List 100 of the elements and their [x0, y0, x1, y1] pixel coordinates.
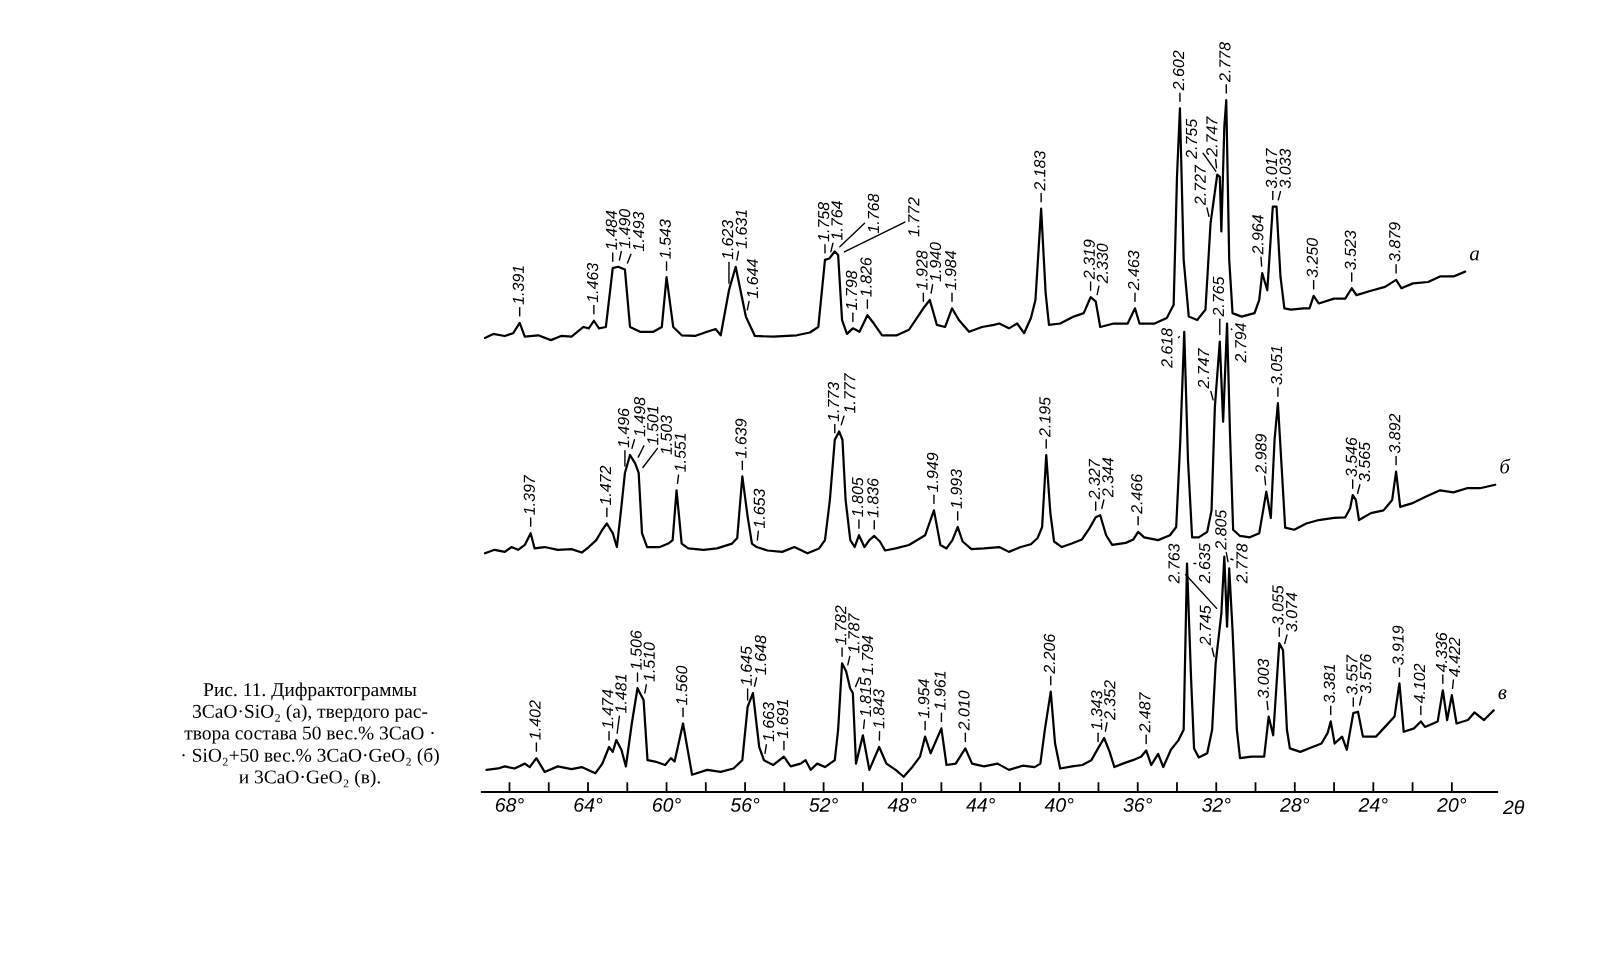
annotation: 4.102 [1413, 663, 1426, 704]
annotation: 1.768 [867, 193, 880, 234]
annotation: 2.765 [1212, 276, 1225, 317]
annotation: 3.003 [1257, 658, 1269, 699]
x-tick-label: 56° [730, 798, 760, 812]
x-tick-label: 40° [1044, 798, 1074, 812]
annotation: 1.493 [632, 211, 645, 252]
annotation: 1.773 [827, 381, 840, 422]
annotation: 2.195 [1039, 396, 1051, 438]
legend-label: в [1498, 689, 1507, 700]
annotation: 1.843 [873, 689, 885, 729]
annotation: 1.764 [831, 201, 843, 241]
annotation: 3.017 [1265, 148, 1278, 189]
annotation: 3.919 [1392, 625, 1404, 665]
annotation: 1.343 [1091, 690, 1103, 730]
annotation: 2.327 [1088, 458, 1100, 500]
annotation: 3.033 [1279, 148, 1291, 189]
annotation: 1.498 [634, 397, 646, 437]
annotation: 1.543 [659, 219, 671, 259]
annotation: 3.055 [1272, 585, 1284, 625]
annotation: 4.336 [1435, 632, 1448, 673]
annotation: 1.645 [740, 646, 752, 686]
annotation: 1.510 [643, 642, 655, 682]
annotation: 2.344 [1102, 457, 1114, 498]
annotation: 3.523 [1344, 230, 1357, 270]
annotation: 2.319 [1083, 239, 1095, 280]
annotation: 1.474 [602, 689, 614, 729]
annotation: 1.648 [754, 635, 767, 675]
annotation: 3.381 [1323, 664, 1335, 704]
annotation: 2.635 [1198, 543, 1211, 584]
series-label: б [1500, 458, 1511, 474]
annotation: 1.787 [848, 613, 860, 654]
annotation: 1.782 [835, 605, 847, 645]
annotation: 3.576 [1359, 653, 1372, 694]
annotation: 1.503 [660, 415, 672, 455]
annotation: 1.472 [599, 465, 611, 506]
annotation: 2.745 [1199, 605, 1211, 646]
annotation: 1.993 [950, 469, 962, 509]
annotation: 1.402 [529, 700, 541, 740]
annotation: 3.565 [1358, 441, 1371, 482]
annotation: 2.352 [1104, 680, 1116, 721]
annotation: 3.546 [1345, 437, 1357, 477]
annotation: 1.663 [762, 702, 775, 742]
annotation: 2.183 [1034, 150, 1046, 191]
annotation: 1.836 [867, 477, 879, 518]
annotation: 1.794 [861, 635, 874, 675]
annotation: 2.727 [1194, 164, 1206, 206]
annotation: 1.639 [735, 418, 747, 459]
annotation: 2.618 [1161, 327, 1173, 368]
annotation: 1.484 [605, 210, 618, 250]
text: Рис. 11. Дифрактограммы 3CaO·SiO₂ (а), твердого рас- твора состава 50 вес.% 3CaO · · SiO₂+50 вес.% 3CaO·GeO₂ (б) и 3CaO·GeO₂ (в). [182, 682, 439, 788]
annotation: 2.602 [1172, 50, 1185, 91]
annotation: 1.506 [630, 630, 642, 670]
annotation: 1.481 [615, 674, 627, 714]
annotation: 1.805 [851, 477, 864, 517]
annotation: 2.989 [1255, 434, 1267, 474]
annotation: 2.487 [1139, 692, 1151, 733]
x-tick-label: 32° [1202, 798, 1231, 812]
annotation: 3.051 [1270, 346, 1283, 385]
annotation: 2.463 [1127, 250, 1140, 291]
annotation: 2.763 [1168, 543, 1180, 584]
annotation: 2.805 [1215, 509, 1227, 550]
x-tick-label: 44° [966, 798, 995, 812]
annotation: 3.074 [1285, 592, 1298, 632]
annotation: 3.250 [1306, 238, 1318, 278]
x-tick-label: 48° [887, 798, 917, 812]
annotation: 2.010 [958, 690, 970, 731]
annotation: 1.772 [908, 197, 920, 237]
x-tick-label: 52° [809, 798, 838, 812]
annotation: 1.954 [918, 679, 930, 719]
x-tick-label: 64° [574, 798, 603, 812]
annotation: 2.466 [1131, 473, 1143, 514]
annotation: 3.892 [1389, 413, 1401, 454]
annotation: 1.815 [859, 677, 872, 717]
annotation: 1.798 [845, 270, 858, 310]
annotation: 3.879 [1389, 222, 1401, 262]
annotation: 1.984 [944, 250, 957, 290]
annotation: 1.826 [860, 257, 872, 297]
annotation: 1.653 [753, 488, 765, 529]
annotation: 2.794 [1235, 323, 1247, 363]
annotation: 1.560 [676, 665, 688, 706]
annotation: 1.463 [586, 262, 599, 303]
annotation: 2.747 [1197, 348, 1210, 389]
annotation: 1.928 [916, 250, 928, 290]
annotation: 1.623 [721, 219, 734, 260]
x-tick-label: 28° [1279, 798, 1310, 812]
annotation: 1.501 [647, 406, 659, 445]
x-tick-label: 24° [1358, 798, 1388, 812]
annotation: 2.778 [1236, 543, 1248, 584]
annotation: 1.391 [512, 266, 524, 305]
annotation: 1.490 [619, 208, 631, 249]
annotation: 1.949 [926, 452, 939, 492]
annotation: 1.644 [746, 259, 759, 299]
annotation: 4.422 [1448, 637, 1460, 678]
annotation: 1.758 [817, 201, 830, 242]
annotation: 2.206 [1043, 633, 1056, 674]
x-tick-label: 20° [1437, 798, 1467, 812]
annotation: 1.551 [674, 433, 686, 472]
x-tick-label: 36° [1123, 798, 1152, 812]
annotation: 1.496 [617, 408, 630, 448]
